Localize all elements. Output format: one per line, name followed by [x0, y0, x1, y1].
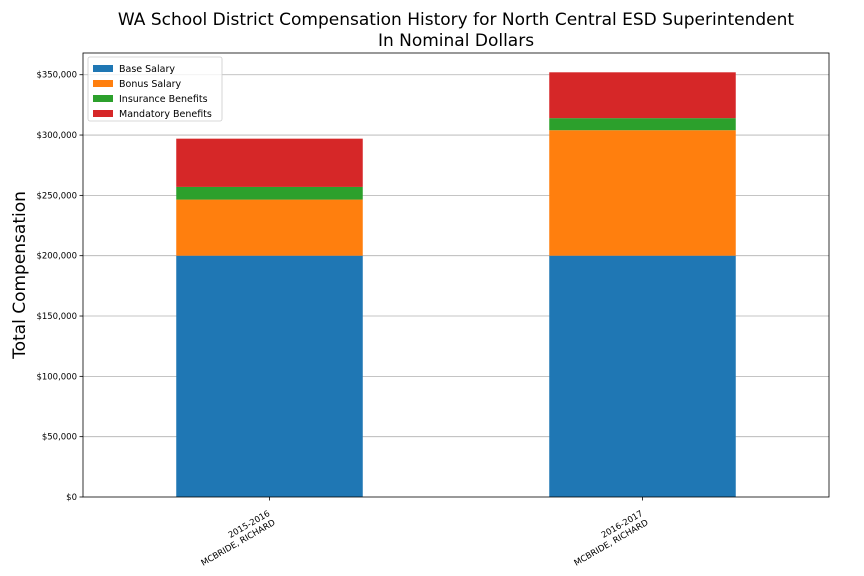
bar-segment-mandatory-benefits [176, 138, 363, 187]
y-tick-label: $250,000 [36, 191, 77, 201]
y-axis-label: Total Compensation [10, 191, 30, 360]
bar-segment-insurance-benefits [549, 118, 736, 131]
y-tick-label: $50,000 [42, 433, 77, 443]
legend-swatch [93, 80, 113, 87]
y-tick-label: $300,000 [36, 131, 77, 141]
legend-swatch [93, 65, 113, 72]
legend-label: Bonus Salary [119, 79, 182, 90]
bar-segment-mandatory-benefits [549, 72, 736, 119]
chart-title: WA School District Compensation History … [118, 10, 794, 30]
y-tick-label: $150,000 [36, 312, 77, 322]
legend-label: Mandatory Benefits [119, 109, 212, 120]
legend-swatch [93, 95, 113, 102]
bar-segment-bonus-salary [549, 130, 736, 256]
plot-frame [82, 52, 830, 498]
bars [176, 72, 736, 497]
legend-label: Insurance Benefits [119, 94, 208, 105]
bar-segment-bonus-salary [176, 199, 363, 256]
y-tick-label: $100,000 [36, 372, 77, 382]
y-tick-label: $0 [66, 493, 77, 503]
chart-subtitle: In Nominal Dollars [378, 31, 534, 51]
bar-segment-base-salary [549, 255, 736, 497]
legend-swatch [93, 110, 113, 117]
legend-label: Base Salary [119, 64, 175, 75]
bar-segment-insurance-benefits [176, 186, 363, 200]
y-tick-label: $200,000 [36, 252, 77, 262]
legend: Base Salary Bonus Salary Insurance Benefit… [87, 56, 223, 122]
legend-box [87, 56, 223, 122]
y-tick-label: $350,000 [36, 71, 77, 81]
bar-segment-base-salary [176, 255, 363, 497]
